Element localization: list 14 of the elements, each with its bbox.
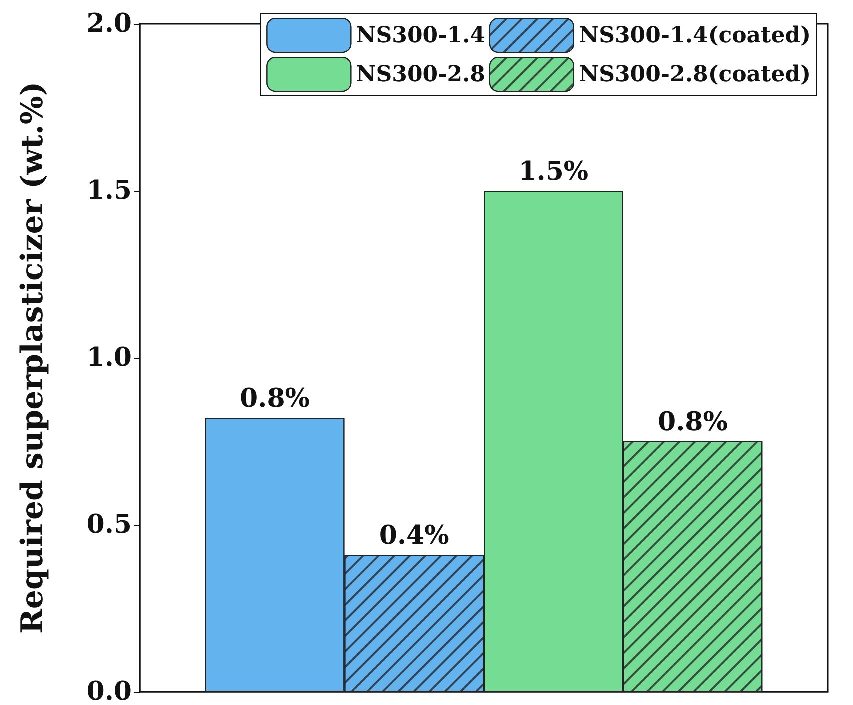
data-label: 1.5% — [518, 157, 589, 187]
y-axis-title: Required superplasticizer (wt.%) — [16, 82, 50, 634]
legend-label: NS300-1.4(coated) — [578, 22, 812, 48]
y-tick-label: 0.5 — [86, 510, 132, 540]
y-tick-label: 1.0 — [86, 343, 132, 373]
legend-label: NS300-2.8 — [356, 62, 486, 88]
legend-label: NS300-2.8(coated) — [578, 62, 812, 88]
y-tick-label: 2.0 — [86, 9, 132, 39]
data-label: 0.8% — [658, 408, 728, 438]
data-label: 0.4% — [379, 521, 450, 552]
y-tick-label: 1.5 — [86, 176, 132, 206]
y-tick-label: 0.0 — [86, 677, 132, 705]
data-label: 0.8% — [240, 384, 310, 414]
legend-label: NS300-1.4 — [356, 22, 486, 48]
